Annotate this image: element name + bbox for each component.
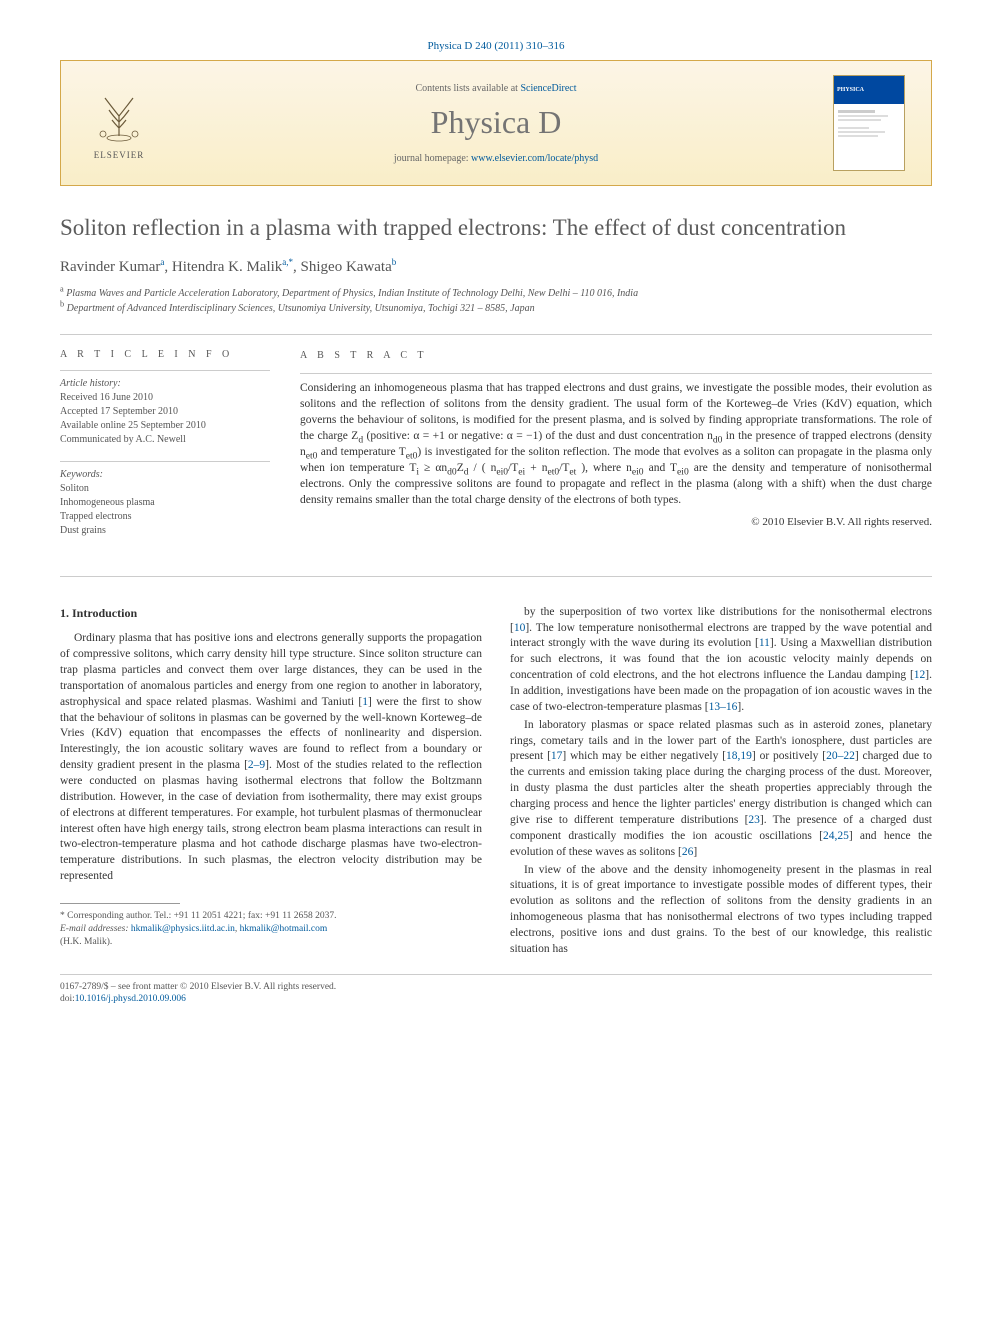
footnote-email-suffix: (H.K. Malik). xyxy=(60,936,482,949)
body-para-2: by the superposition of two vortex like … xyxy=(510,605,932,716)
body-two-column: 1. Introduction Ordinary plasma that has… xyxy=(60,605,932,958)
keyword-2: Trapped electrons xyxy=(60,510,270,524)
doi-line: doi:10.1016/j.physd.2010.09.006 xyxy=(60,993,932,1006)
publisher-block: ELSEVIER xyxy=(79,86,159,160)
section-1-heading: 1. Introduction xyxy=(60,605,482,622)
divider-mid xyxy=(60,576,932,577)
journal-reference: Physica D 240 (2011) 310–316 xyxy=(60,40,932,52)
footnote-corr: * Corresponding author. Tel.: +91 11 205… xyxy=(60,910,482,923)
banner-center: Contents lists available at ScienceDirec… xyxy=(159,83,833,164)
info-abstract-row: A R T I C L E I N F O Article history: R… xyxy=(60,349,932,552)
divider-top xyxy=(60,334,932,335)
journal-name: Physica D xyxy=(159,104,833,141)
email-label: E-mail addresses: xyxy=(60,924,129,934)
footnote-emails: E-mail addresses: hkmalik@physics.iitd.a… xyxy=(60,923,482,936)
authors-line: Ravinder Kumara, Hitendra K. Malika,*, S… xyxy=(60,259,932,276)
keywords-block: Keywords: Soliton Inhomogeneous plasma T… xyxy=(60,468,270,538)
body-para-3: In laboratory plasmas or space related p… xyxy=(510,718,932,861)
history-accepted: Accepted 17 September 2010 xyxy=(60,405,270,419)
affiliation-b-text: Department of Advanced Interdisciplinary… xyxy=(67,303,535,314)
keyword-3: Dust grains xyxy=(60,524,270,538)
article-info-label: A R T I C L E I N F O xyxy=(60,349,270,360)
abstract-text: Considering an inhomogeneous plasma that… xyxy=(300,380,932,509)
contents-prefix: Contents lists available at xyxy=(415,83,520,94)
abstract-column: A B S T R A C T Considering an inhomogen… xyxy=(300,349,932,552)
bottom-divider xyxy=(60,974,932,975)
body-para-4: In view of the above and the density inh… xyxy=(510,863,932,958)
body-para-1: Ordinary plasma that has positive ions a… xyxy=(60,631,482,885)
abstract-copyright: © 2010 Elsevier B.V. All rights reserved… xyxy=(300,515,932,530)
keywords-label: Keywords: xyxy=(60,468,270,482)
keyword-1: Inhomogeneous plasma xyxy=(60,496,270,510)
affiliation-a: a Plasma Waves and Particle Acceleration… xyxy=(60,286,932,301)
history-online: Available online 25 September 2010 xyxy=(60,419,270,433)
article-history-block: Article history: Received 16 June 2010 A… xyxy=(60,377,270,447)
homepage-prefix: journal homepage: xyxy=(394,153,471,164)
cover-title: PHYSICA xyxy=(837,87,864,93)
homepage-line: journal homepage: www.elsevier.com/locat… xyxy=(159,153,833,164)
history-label: Article history: xyxy=(60,377,270,391)
affiliation-b: b Department of Advanced Interdisciplina… xyxy=(60,301,932,316)
history-received: Received 16 June 2010 xyxy=(60,391,270,405)
keyword-0: Soliton xyxy=(60,482,270,496)
publisher-name: ELSEVIER xyxy=(94,150,145,160)
affiliation-a-text: Plasma Waves and Particle Acceleration L… xyxy=(66,288,638,299)
footnote-separator xyxy=(60,903,180,904)
doi-prefix: doi: xyxy=(60,994,75,1004)
article-info-column: A R T I C L E I N F O Article history: R… xyxy=(60,349,270,552)
email-link-2[interactable]: hkmalik@hotmail.com xyxy=(240,924,328,934)
doi-block: 0167-2789/$ – see front matter © 2010 El… xyxy=(60,981,932,1007)
elsevier-tree-logo xyxy=(91,86,147,146)
abstract-label: A B S T R A C T xyxy=(300,349,932,363)
affiliations: a Plasma Waves and Particle Acceleration… xyxy=(60,286,932,316)
sciencedirect-link[interactable]: ScienceDirect xyxy=(520,83,576,94)
doi-link[interactable]: 10.1016/j.physd.2010.09.006 xyxy=(75,994,186,1004)
journal-cover-thumbnail: PHYSICA xyxy=(833,75,905,171)
homepage-link[interactable]: www.elsevier.com/locate/physd xyxy=(471,153,598,164)
email-link-1[interactable]: hkmalik@physics.iitd.ac.in xyxy=(131,924,235,934)
article-title: Soliton reflection in a plasma with trap… xyxy=(60,214,932,243)
history-communicated: Communicated by A.C. Newell xyxy=(60,433,270,447)
header-banner: ELSEVIER Contents lists available at Sci… xyxy=(60,60,932,186)
front-matter-line: 0167-2789/$ – see front matter © 2010 El… xyxy=(60,981,932,994)
contents-available-line: Contents lists available at ScienceDirec… xyxy=(159,83,833,94)
corresponding-author-footnote: * Corresponding author. Tel.: +91 11 205… xyxy=(60,910,482,948)
cover-block: PHYSICA xyxy=(833,75,913,171)
